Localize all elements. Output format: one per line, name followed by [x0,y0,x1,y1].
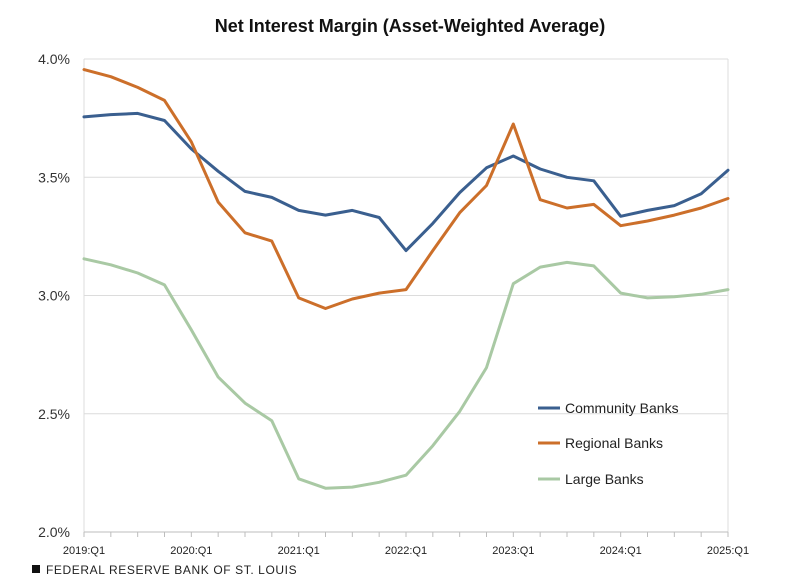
x-tick-label: 2019:Q1 [63,545,105,557]
source-label: FEDERAL RESERVE BANK OF ST. LOUIS [46,563,297,577]
y-tick-label: 3.0% [38,288,70,304]
series-line-large-banks [82,257,730,490]
x-tick-label: 2025:Q1 [707,545,749,557]
series-line-regional-banks [82,68,730,310]
gridlines [83,58,729,533]
legend-label: Community Banks [565,400,679,416]
x-tick-label: 2023:Q1 [492,545,534,557]
series-line-community-banks [82,111,730,253]
chart-title: Net Interest Margin (Asset-Weighted Aver… [215,16,605,36]
legend: Community Banks Regional Banks Large Banks [538,400,679,487]
y-tick-label: 2.0% [38,524,70,540]
x-tick-label: 2022:Q1 [385,545,427,557]
x-axis: 2019:Q1 2020:Q1 2021:Q1 2022:Q1 2023:Q1 2024:… [63,531,749,557]
source-square-icon [32,565,40,573]
legend-label: Regional Banks [565,435,663,451]
y-tick-label: 2.5% [38,406,70,422]
legend-label: Large Banks [565,471,644,487]
y-tick-label: 3.5% [38,169,70,185]
y-tick-label: 4.0% [38,51,70,67]
y-axis: 2.0% 2.5% 3.0% 3.5% 4.0% [38,51,70,540]
x-tick-label: 2020:Q1 [170,545,212,557]
x-tick-label: 2024:Q1 [600,545,642,557]
series-lines [82,68,730,490]
x-tick-label: 2021:Q1 [278,545,320,557]
